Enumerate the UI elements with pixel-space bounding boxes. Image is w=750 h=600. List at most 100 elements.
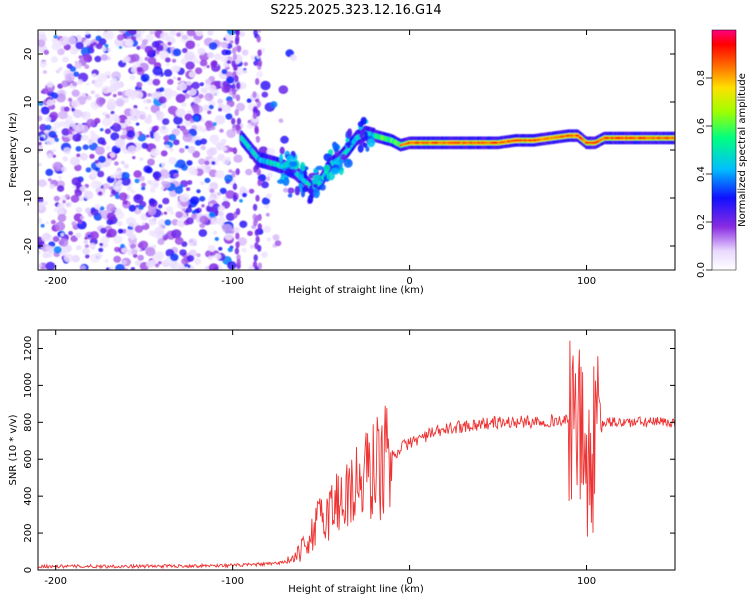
signal-blob xyxy=(323,164,331,172)
noise-blob xyxy=(52,236,60,242)
noise-blob xyxy=(190,196,200,205)
noise-blob xyxy=(157,204,163,209)
noise-blob xyxy=(283,187,289,193)
noise-blob xyxy=(164,57,171,63)
noise-blob xyxy=(93,78,104,88)
noise-blob xyxy=(236,82,241,90)
signal-blob xyxy=(357,144,364,153)
noise-blob xyxy=(69,47,79,55)
signal-blob xyxy=(299,161,306,172)
noise-blob xyxy=(138,175,145,182)
noise-blob xyxy=(72,131,77,135)
noise-blob xyxy=(76,153,81,158)
noise-blob xyxy=(266,237,272,242)
noise-blob xyxy=(71,89,80,97)
noise-blob xyxy=(173,76,177,80)
colorbar-gradient xyxy=(712,30,736,270)
signal-blob xyxy=(338,159,344,164)
noise-blob xyxy=(107,48,112,52)
colorbar-ticks: 0.0 0.2 0.4 0.6 0.8 xyxy=(696,70,712,278)
noise-blob xyxy=(84,244,89,249)
noise-blob xyxy=(178,147,185,154)
snr-panel: -200 -100 0 100 0 200 400 600 800 1000 1200 Heigh… xyxy=(8,329,676,595)
noise-blob xyxy=(105,232,112,238)
noise-blob xyxy=(67,97,73,102)
noise-blob xyxy=(138,205,144,210)
noise-blob xyxy=(69,66,77,72)
noise-blob xyxy=(129,233,136,240)
noise-blob xyxy=(182,47,188,54)
signal-blob xyxy=(347,128,353,138)
noise-blob xyxy=(175,93,186,103)
noise-blob xyxy=(62,200,66,204)
noise-blob xyxy=(220,55,228,63)
noise-blob xyxy=(146,99,152,104)
signal-blob xyxy=(313,188,320,199)
noise-blob xyxy=(144,117,152,124)
noise-blob xyxy=(148,217,157,226)
noise-blob xyxy=(204,160,210,166)
noise-blob xyxy=(205,78,212,85)
noise-blob xyxy=(145,134,150,138)
noise-blob xyxy=(220,41,224,46)
noise-blob xyxy=(211,161,216,165)
noise-blob xyxy=(134,225,144,233)
noise-blob xyxy=(201,204,205,208)
noise-blob xyxy=(81,134,89,141)
noise-blob xyxy=(171,128,181,136)
noise-blob xyxy=(141,39,148,45)
noise-blob xyxy=(107,98,117,107)
noise-blob xyxy=(57,203,65,210)
noise-blob xyxy=(198,93,204,99)
noise-blob xyxy=(90,90,95,95)
noise-blob xyxy=(53,121,62,129)
noise-blob xyxy=(210,60,218,68)
noise-blob xyxy=(225,49,232,56)
noise-blob xyxy=(57,214,67,222)
noise-blob xyxy=(256,71,263,78)
noise-blob xyxy=(38,115,43,122)
noise-blob xyxy=(215,115,221,120)
noise-blob xyxy=(167,105,178,115)
noise-blob xyxy=(103,71,112,78)
signal-blob xyxy=(294,185,301,196)
noise-blob xyxy=(105,113,111,119)
noise-blob xyxy=(131,90,139,97)
noise-blob xyxy=(57,208,64,215)
noise-blob xyxy=(94,55,102,63)
noise-blob xyxy=(185,207,193,213)
noise-blob xyxy=(241,247,247,253)
noise-blob xyxy=(272,234,280,241)
noise-blob xyxy=(235,102,246,112)
noise-blob xyxy=(149,187,156,193)
noise-blob xyxy=(130,66,138,74)
noise-blob xyxy=(159,235,163,239)
snr-x-ticks: -200 -100 0 100 xyxy=(44,330,596,587)
noise-blob xyxy=(219,187,227,195)
noise-blob xyxy=(236,45,242,53)
noise-blob xyxy=(222,157,231,165)
noise-blob xyxy=(75,245,82,251)
spectrogram-x-label: Height of straight line (km) xyxy=(288,285,424,296)
noise-blob xyxy=(196,43,201,47)
noise-blob xyxy=(64,194,70,199)
x-tick-label: -200 xyxy=(44,576,67,587)
noise-blob xyxy=(39,34,46,40)
noise-blob xyxy=(218,246,223,251)
noise-blob xyxy=(109,194,114,198)
noise-blob xyxy=(154,251,165,261)
noise-blob xyxy=(169,147,174,152)
noise-blob xyxy=(227,247,233,253)
noise-blob xyxy=(106,212,116,221)
noise-blob xyxy=(234,109,239,116)
noise-blob xyxy=(82,247,90,255)
noise-blob xyxy=(195,59,201,64)
noise-blob xyxy=(58,176,62,180)
noise-blob xyxy=(132,156,136,160)
noise-blob xyxy=(205,204,215,213)
noise-blob xyxy=(228,169,233,173)
x-tick-label: -100 xyxy=(221,276,244,287)
noise-blob xyxy=(188,71,197,78)
noise-blob xyxy=(110,132,120,141)
noise-blob xyxy=(129,222,134,227)
